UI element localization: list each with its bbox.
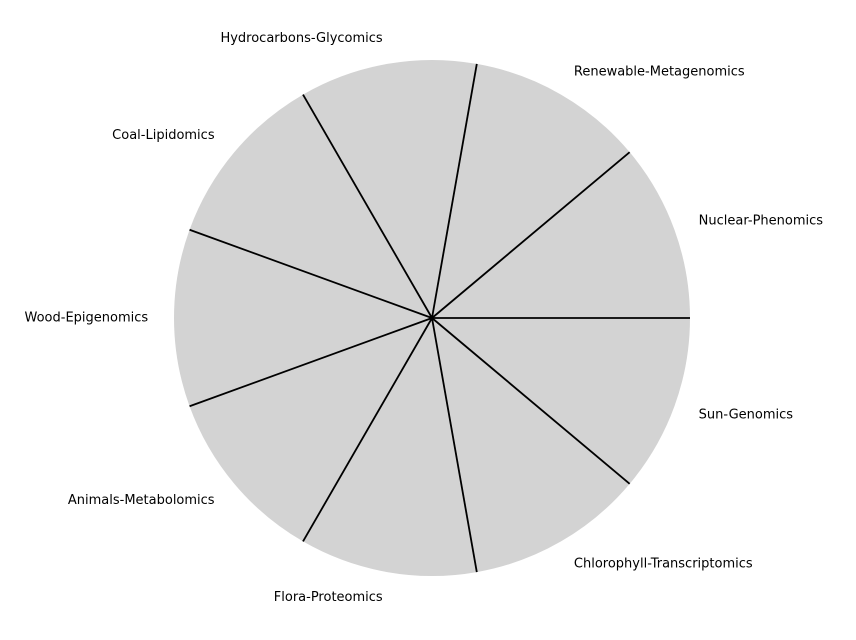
- pie-slices: [174, 60, 690, 576]
- slice-edge-line: [189, 317, 433, 408]
- pie-slice-hydrocarbons-glycomics: [303, 60, 477, 318]
- pie-slice-sun-genomics: [432, 318, 690, 484]
- pie-slice-animals-metabolomics: [189, 318, 432, 542]
- slice-edge-line: [302, 317, 433, 542]
- slice-label-chlorophyll-transcriptomics: Chlorophyll-Transcriptomics: [574, 556, 753, 571]
- pie-slice-edges: [189, 63, 690, 573]
- slice-label-flora-proteomics: Flora-Proteomics: [274, 590, 383, 605]
- pie-slice-wood-epigenomics: [174, 229, 432, 407]
- slice-edge-line: [431, 317, 631, 485]
- pie-slice-nuclear-phenomics: [432, 152, 690, 318]
- slice-label-coal-lipidomics: Coal-Lipidomics: [112, 128, 215, 143]
- slice-label-hydrocarbons-glycomics: Hydrocarbons-Glycomics: [220, 31, 382, 46]
- slice-edge-line: [189, 228, 433, 319]
- slice-edge-line: [431, 317, 478, 573]
- pie-slice-chlorophyll-transcriptomics: [432, 318, 630, 573]
- pie-slice-renewable-metagenomics: [432, 63, 630, 318]
- slice-label-animals-metabolomics: Animals-Metabolomics: [68, 493, 215, 508]
- slice-label-wood-epigenomics: Wood-Epigenomics: [25, 311, 149, 326]
- slice-edge-line: [431, 63, 478, 319]
- pie-slice-flora-proteomics: [303, 318, 477, 576]
- slice-label-sun-genomics: Sun-Genomics: [699, 408, 794, 423]
- slice-label-nuclear-phenomics: Nuclear-Phenomics: [699, 213, 824, 228]
- slice-edge-line: [302, 94, 433, 319]
- slice-edge-line: [431, 151, 631, 319]
- slice-label-renewable-metagenomics: Renewable-Metagenomics: [574, 65, 745, 80]
- pie-labels: Nuclear-Phenomics Renewable-Metagenomics H…: [25, 31, 824, 605]
- pie-slice-coal-lipidomics: [189, 94, 432, 318]
